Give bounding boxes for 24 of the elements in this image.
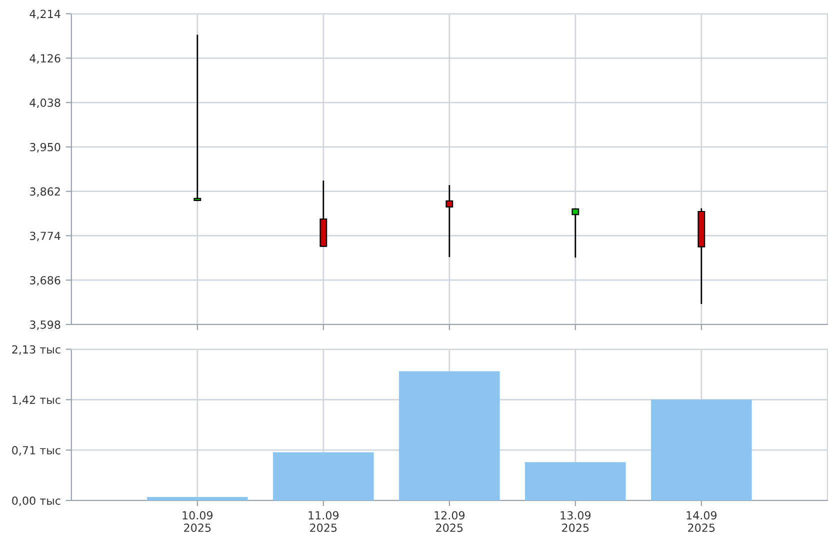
y-tick-label: 1,42 тыс [12,396,60,406]
y-tick-label: 3,598 [30,320,60,330]
x-tick-label: 10.09 2025 [182,511,213,532]
candlestick [446,185,454,258]
y-tick-label: 3,686 [30,276,60,286]
bar [399,371,500,500]
y-tick-label: 3,862 [30,187,60,197]
bar [147,496,248,500]
candlestick [572,208,580,258]
x-tick-label: 13.09 2025 [560,511,591,532]
x-tick-label: 12.09 2025 [434,511,465,532]
x-tick-label: 14.09 2025 [686,511,717,532]
y-tick-label: 4,214 [30,10,60,20]
y-tick-label: 2,13 тыс [12,345,60,355]
bar [525,462,626,500]
y-tick-label: 4,126 [30,54,60,64]
y-tick-label: 4,038 [30,98,60,108]
y-tick-label: 0,00 тыс [12,496,60,506]
y-tick-label: 3,774 [30,232,60,242]
x-tick-label: 11.09 2025 [308,511,339,532]
bar [651,400,752,500]
bar [273,452,374,500]
y-tick-label: 0,71 тыс [12,446,60,456]
y-tick-label: 3,950 [30,142,60,152]
